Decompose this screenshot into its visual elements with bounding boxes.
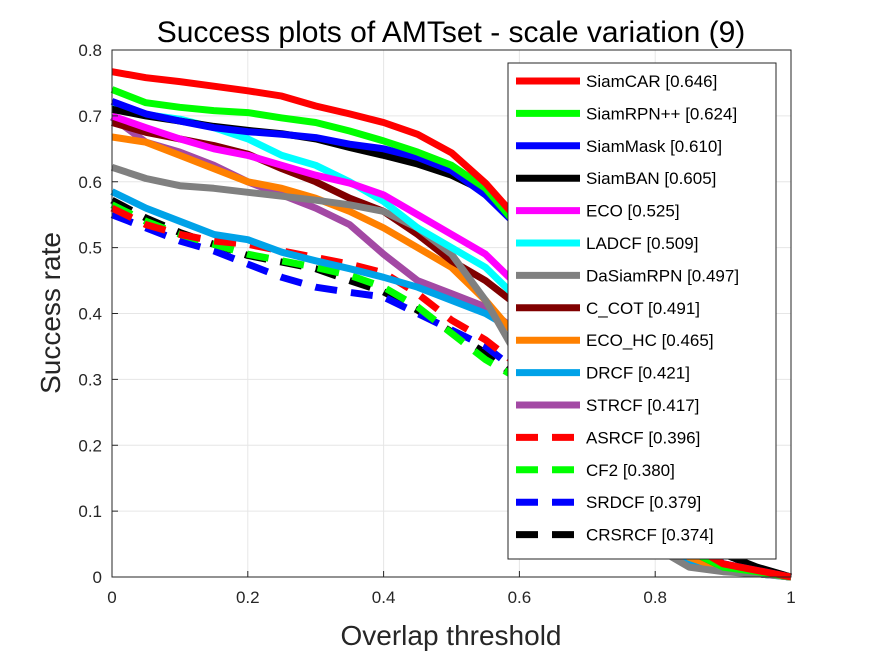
legend-label-4: ECO [0.525] — [586, 202, 680, 221]
axis-ticks: 0 0.2 0.4 0.6 0.8 1 0 0.1 0.2 0.3 0.4 0.5 0.6 0.7 0.8 — [78, 41, 795, 607]
x-tick-label: 0.6 — [508, 588, 532, 607]
legend-label-9: DRCF [0.421] — [586, 364, 690, 383]
x-axis-label: Overlap threshold — [340, 620, 561, 651]
legend-label-2: SiamMask [0.610] — [586, 137, 722, 156]
x-tick-label: 0.4 — [372, 588, 396, 607]
x-tick-label: 1 — [786, 588, 795, 607]
legend-label-0: SiamCAR [0.646] — [586, 72, 717, 91]
legend-label-13: SRDCF [0.379] — [586, 493, 701, 512]
series-line-6 — [110, 163, 792, 581]
y-tick-label: 0.4 — [78, 305, 102, 324]
legend-label-14: CRSRCF [0.374] — [586, 526, 714, 545]
y-tick-label: 0.5 — [78, 239, 102, 258]
y-tick-label: 0.8 — [78, 41, 102, 60]
legend-label-7: C_COT [0.491] — [586, 299, 700, 318]
legend-label-8: ECO_HC [0.465] — [586, 331, 714, 350]
legend-label-6: DaSiamRPN [0.497] — [586, 266, 739, 285]
legend-label-1: SiamRPN++ [0.624] — [586, 104, 737, 123]
legend-label-5: LADCF [0.509] — [586, 234, 698, 253]
y-tick-label: 0 — [93, 568, 102, 587]
chart-title: Success plots of AMTset - scale variatio… — [157, 16, 746, 49]
legend-label-11: ASRCF [0.396] — [586, 428, 700, 447]
y-tick-label: 0.3 — [78, 370, 102, 389]
legend-label-10: STRCF [0.417] — [586, 396, 699, 415]
x-tick-label: 0 — [107, 588, 116, 607]
y-tick-label: 0.6 — [78, 173, 102, 192]
y-tick-label: 0.2 — [78, 436, 102, 455]
y-tick-label: 0.1 — [78, 502, 102, 521]
legend-label-3: SiamBAN [0.605] — [586, 169, 716, 188]
legend: SiamCAR [0.646] SiamRPN++ [0.624] SiamMask… — [507, 62, 777, 560]
y-tick-label: 0.7 — [78, 107, 102, 126]
y-axis-label: Success rate — [35, 232, 66, 394]
x-tick-label: 0.2 — [236, 588, 260, 607]
x-tick-label: 0.8 — [643, 588, 667, 607]
legend-label-12: CF2 [0.380] — [586, 461, 675, 480]
